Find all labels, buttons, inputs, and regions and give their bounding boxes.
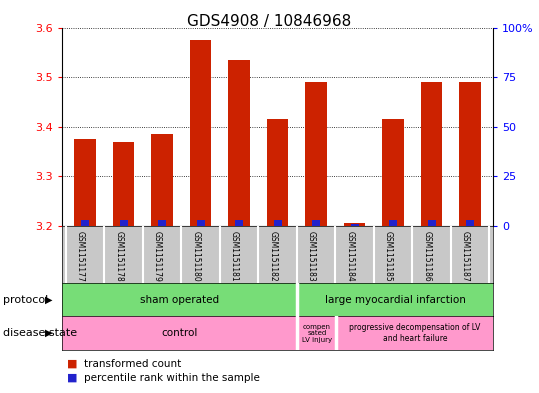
Bar xyxy=(344,224,365,226)
Bar xyxy=(297,316,336,350)
Bar xyxy=(151,134,172,226)
Text: progressive decompensation of LV
and heart failure: progressive decompensation of LV and hea… xyxy=(349,323,480,343)
Bar xyxy=(466,220,474,226)
Bar xyxy=(267,119,288,226)
Bar xyxy=(306,82,327,226)
Bar xyxy=(62,283,297,316)
Text: disease state: disease state xyxy=(3,328,77,338)
Bar xyxy=(190,40,211,226)
Bar xyxy=(74,139,95,226)
Text: ▶: ▶ xyxy=(45,295,53,305)
Text: percentile rank within the sample: percentile rank within the sample xyxy=(84,373,259,383)
Bar xyxy=(350,224,358,226)
Text: GSM1151181: GSM1151181 xyxy=(230,231,239,281)
Text: compen
sated
LV injury: compen sated LV injury xyxy=(302,323,332,343)
Text: control: control xyxy=(161,328,198,338)
Bar xyxy=(389,220,397,226)
Bar xyxy=(421,82,442,226)
Text: GSM1151183: GSM1151183 xyxy=(307,231,316,281)
Bar xyxy=(120,220,128,226)
Bar xyxy=(81,220,89,226)
Bar xyxy=(158,220,166,226)
Bar xyxy=(229,60,250,226)
Text: ■: ■ xyxy=(67,373,78,383)
Text: GSM1151178: GSM1151178 xyxy=(115,231,123,281)
Bar xyxy=(336,316,493,350)
Text: GDS4908 / 10846968: GDS4908 / 10846968 xyxy=(188,14,351,29)
Text: ▶: ▶ xyxy=(45,328,53,338)
Bar xyxy=(459,82,481,226)
Text: GSM1151186: GSM1151186 xyxy=(423,231,432,281)
Bar xyxy=(297,283,493,316)
Bar xyxy=(235,220,243,226)
Text: GSM1151182: GSM1151182 xyxy=(268,231,278,281)
Text: sham operated: sham operated xyxy=(140,295,219,305)
Text: protocol: protocol xyxy=(3,295,48,305)
Text: GSM1151180: GSM1151180 xyxy=(191,231,201,281)
Text: GSM1151187: GSM1151187 xyxy=(461,231,470,281)
Bar xyxy=(62,316,297,350)
Text: GSM1151177: GSM1151177 xyxy=(76,231,85,281)
Bar xyxy=(113,141,134,226)
Text: GSM1151184: GSM1151184 xyxy=(345,231,355,281)
Bar xyxy=(427,220,436,226)
Text: large myocardial infarction: large myocardial infarction xyxy=(325,295,466,305)
Bar xyxy=(312,220,320,226)
Bar xyxy=(197,220,205,226)
Text: GSM1151185: GSM1151185 xyxy=(384,231,393,281)
Text: transformed count: transformed count xyxy=(84,358,181,369)
Bar xyxy=(383,119,404,226)
Text: GSM1151179: GSM1151179 xyxy=(153,231,162,281)
Bar xyxy=(274,220,281,226)
Text: ■: ■ xyxy=(67,358,78,369)
